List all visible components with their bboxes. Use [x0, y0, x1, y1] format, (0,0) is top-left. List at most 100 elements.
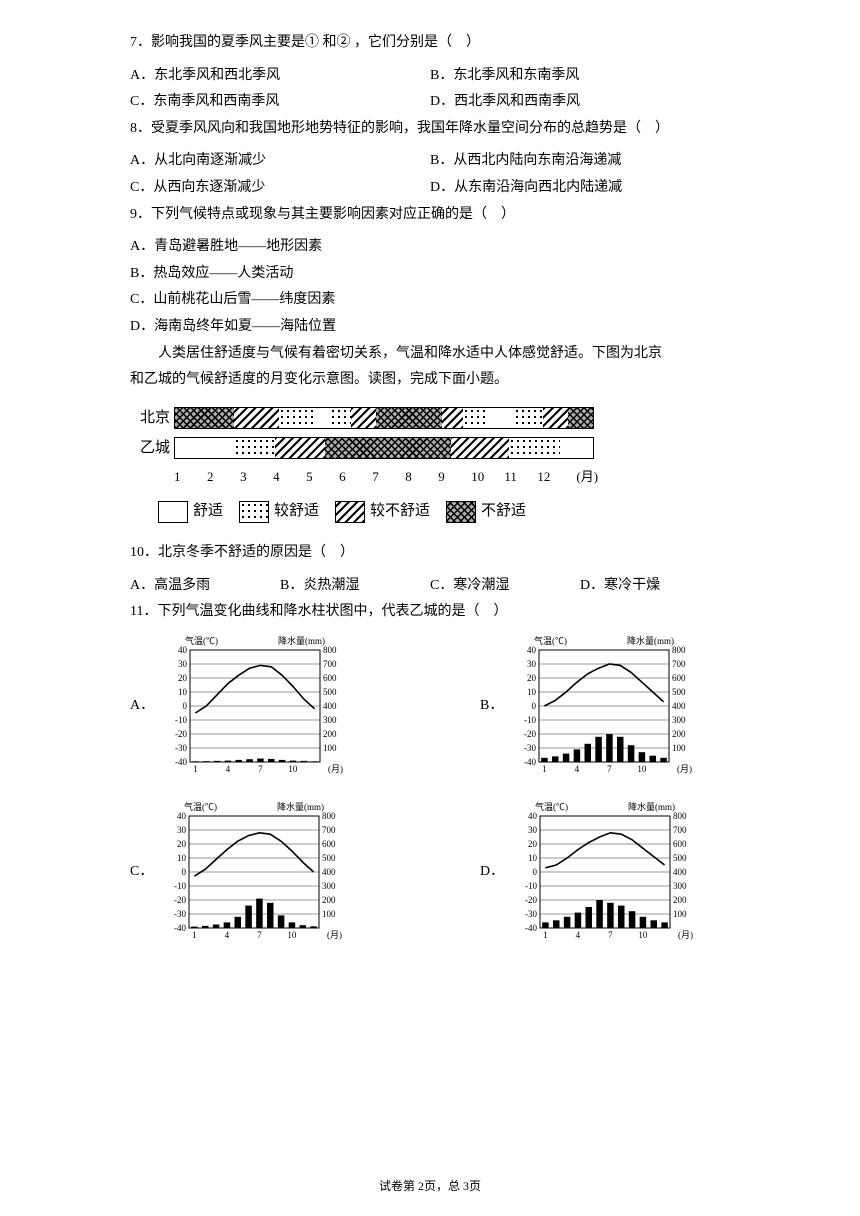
svg-text:(月): (月): [677, 764, 692, 774]
svg-text:0: 0: [182, 867, 187, 877]
q7-opt-c: C．东南季风和西南季风: [130, 89, 430, 116]
svg-text:300: 300: [673, 881, 687, 891]
svg-text:200: 200: [672, 729, 686, 739]
svg-text:10: 10: [178, 687, 188, 697]
svg-text:气温(℃): 气温(℃): [185, 635, 218, 646]
legend-box-fair: [239, 501, 269, 523]
svg-text:30: 30: [178, 659, 188, 669]
svg-text:300: 300: [672, 715, 686, 725]
svg-text:-10: -10: [174, 881, 186, 891]
q11-lb: B．: [480, 693, 503, 720]
svg-text:10: 10: [638, 764, 648, 774]
svg-text:降水量(mm): 降水量(mm): [628, 801, 675, 812]
climate-grid: A．气温(℃)降水量(mm)403020100-10-20-30-4080070…: [130, 632, 730, 948]
svg-text:800: 800: [323, 645, 337, 655]
q9-opt-b: B．热岛效应——人类活动: [130, 261, 730, 288]
svg-text:降水量(mm): 降水量(mm): [627, 635, 674, 646]
svg-text:800: 800: [672, 645, 686, 655]
climate-chart-a: 气温(℃)降水量(mm)403020100-10-20-30-408007006…: [160, 632, 350, 782]
svg-text:-30: -30: [524, 743, 536, 753]
page-footer: 试卷第 2页，总 3页: [0, 1175, 860, 1198]
svg-text:600: 600: [672, 673, 686, 683]
q8-options: A．从北向南逐渐减少 B．从西北内陆向东南沿海递减 C．从西向东逐渐减少 D．从…: [130, 148, 730, 201]
q8-opt-d: D．从东南沿海向西北内陆递减: [430, 175, 730, 202]
svg-text:0: 0: [533, 867, 538, 877]
svg-text:气温(℃): 气温(℃): [534, 635, 567, 646]
svg-text:气温(℃): 气温(℃): [184, 801, 217, 812]
svg-text:4: 4: [575, 764, 580, 774]
svg-text:30: 30: [177, 825, 187, 835]
svg-text:(月): (月): [678, 930, 693, 940]
svg-text:200: 200: [323, 729, 337, 739]
svg-text:20: 20: [528, 839, 538, 849]
q10-opt-d: D．寒冷干燥: [580, 573, 730, 600]
svg-text:40: 40: [177, 811, 187, 821]
q8-opt-c: C．从西向东逐渐减少: [130, 175, 430, 202]
comfort-axis: 123456789101112(月): [174, 465, 598, 490]
svg-text:10: 10: [528, 853, 538, 863]
svg-text:-20: -20: [175, 729, 187, 739]
svg-text:400: 400: [323, 701, 337, 711]
svg-text:7: 7: [608, 930, 613, 940]
svg-text:4: 4: [576, 930, 581, 940]
q9-opt-d: D．海南岛终年如夏——海陆位置: [130, 314, 730, 341]
svg-text:-40: -40: [525, 923, 537, 933]
svg-text:-30: -30: [174, 909, 186, 919]
svg-text:(月): (月): [327, 930, 342, 940]
svg-text:降水量(mm): 降水量(mm): [278, 635, 325, 646]
svg-text:100: 100: [323, 743, 337, 753]
svg-text:500: 500: [322, 853, 336, 863]
svg-text:400: 400: [672, 701, 686, 711]
q10-text: 10．北京冬季不舒适的原因是（ ）: [130, 540, 730, 567]
svg-text:500: 500: [672, 687, 686, 697]
yicheng-label: 乙城: [130, 434, 174, 463]
svg-text:400: 400: [322, 867, 336, 877]
svg-text:7: 7: [608, 764, 613, 774]
svg-text:0: 0: [532, 701, 537, 711]
legend-box-bad: [446, 501, 476, 523]
climate-chart-b: 气温(℃)降水量(mm)403020100-10-20-30-408007006…: [509, 632, 699, 782]
legend-unfair: 较不舒适: [370, 497, 430, 526]
svg-text:降水量(mm): 降水量(mm): [277, 801, 324, 812]
svg-text:-10: -10: [525, 881, 537, 891]
legend-box-comfort: [158, 501, 188, 523]
svg-text:-40: -40: [524, 757, 536, 767]
q11-lc: C．: [130, 859, 153, 886]
svg-text:20: 20: [177, 839, 187, 849]
legend-box-unfair: [335, 501, 365, 523]
svg-text:-10: -10: [524, 715, 536, 725]
q11-la: A．: [130, 693, 154, 720]
svg-text:1: 1: [193, 930, 198, 940]
svg-text:600: 600: [322, 839, 336, 849]
yicheng-bar: [174, 437, 594, 459]
q9-opt-a: A．青岛避暑胜地——地形因素: [130, 234, 730, 261]
passage-l2: 和乙城的气候舒适度的月变化示意图。读图，完成下面小题。: [130, 367, 730, 394]
svg-text:0: 0: [183, 701, 188, 711]
q10-options: A．高温多雨 B．炎热潮湿 C．寒冷潮湿 D．寒冷干燥: [130, 573, 730, 600]
q8-opt-b: B．从西北内陆向东南沿海递减: [430, 148, 730, 175]
svg-text:500: 500: [323, 687, 337, 697]
q10-opt-b: B．炎热潮湿: [280, 573, 430, 600]
q8-opt-a: A．从北向南逐渐减少: [130, 148, 430, 175]
q7-text: 7．影响我国的夏季风主要是① 和② ，它们分别是（ ）: [130, 30, 730, 57]
svg-text:30: 30: [527, 659, 537, 669]
svg-text:700: 700: [672, 659, 686, 669]
svg-text:10: 10: [639, 930, 649, 940]
legend-bad: 不舒适: [481, 497, 526, 526]
svg-text:600: 600: [323, 673, 337, 683]
svg-text:-20: -20: [174, 895, 186, 905]
svg-text:-30: -30: [175, 743, 187, 753]
svg-text:500: 500: [673, 853, 687, 863]
svg-text:40: 40: [527, 645, 537, 655]
svg-text:20: 20: [527, 673, 537, 683]
q11-text: 11．下列气温变化曲线和降水柱状图中，代表乙城的是（ ）: [130, 599, 730, 626]
climate-chart-d: 气温(℃)降水量(mm)403020100-10-20-30-408007006…: [510, 798, 700, 948]
beijing-label: 北京: [130, 404, 174, 433]
q7-opt-b: B．东北季风和东南季风: [430, 63, 730, 90]
svg-text:4: 4: [226, 764, 231, 774]
legend-comfort: 舒适: [193, 497, 223, 526]
q9-text: 9．下列气候特点或现象与其主要影响因素对应正确的是（ ）: [130, 202, 730, 229]
q7-options: A．东北季风和西北季风 B．东北季风和东南季风 C．东南季风和西南季风 D．西北…: [130, 63, 730, 116]
svg-text:700: 700: [323, 659, 337, 669]
comfort-chart: 北京 乙城 123456789101112(月) 舒适 较舒适 较不舒适 不舒适: [130, 404, 730, 526]
